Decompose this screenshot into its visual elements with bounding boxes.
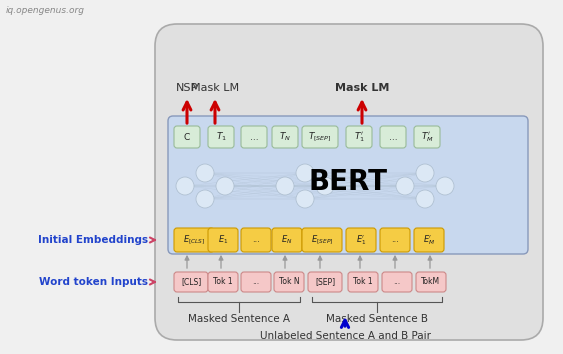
Text: Masked Sentence A: Masked Sentence A	[188, 314, 290, 324]
FancyBboxPatch shape	[274, 272, 304, 292]
Text: $E_N$: $E_N$	[282, 234, 293, 246]
FancyBboxPatch shape	[380, 228, 410, 252]
FancyBboxPatch shape	[174, 126, 200, 148]
FancyBboxPatch shape	[380, 126, 406, 148]
FancyBboxPatch shape	[272, 126, 298, 148]
FancyBboxPatch shape	[208, 228, 238, 252]
Text: Initial Embeddings: Initial Embeddings	[38, 235, 148, 245]
Text: ...: ...	[249, 132, 258, 142]
FancyBboxPatch shape	[302, 228, 342, 252]
FancyBboxPatch shape	[241, 126, 267, 148]
Text: Tok N: Tok N	[279, 278, 300, 286]
Text: Tok 1: Tok 1	[353, 278, 373, 286]
Text: $E_1$: $E_1$	[218, 234, 228, 246]
Text: C: C	[184, 132, 190, 142]
Text: [SEP]: [SEP]	[315, 278, 335, 286]
Text: [CLS]: [CLS]	[181, 278, 201, 286]
Text: NSP: NSP	[176, 83, 198, 93]
FancyBboxPatch shape	[241, 228, 271, 252]
Text: Unlabeled Sentence A and B Pair: Unlabeled Sentence A and B Pair	[260, 331, 431, 341]
Text: Mask LM: Mask LM	[191, 83, 239, 93]
Text: ...: ...	[252, 235, 260, 245]
Text: Masked Sentence B: Masked Sentence B	[326, 314, 428, 324]
FancyBboxPatch shape	[346, 126, 372, 148]
Text: ...: ...	[252, 278, 260, 286]
Circle shape	[396, 177, 414, 195]
Circle shape	[296, 190, 314, 208]
FancyBboxPatch shape	[208, 126, 234, 148]
Circle shape	[196, 190, 214, 208]
Text: ...: ...	[388, 132, 397, 142]
Text: $T_M'$: $T_M'$	[421, 130, 434, 144]
FancyBboxPatch shape	[348, 272, 378, 292]
Circle shape	[196, 164, 214, 182]
Text: iq.opengenus.org: iq.opengenus.org	[6, 6, 85, 15]
FancyBboxPatch shape	[168, 116, 528, 254]
Text: Tok 1: Tok 1	[213, 278, 233, 286]
Text: Word token Inputs: Word token Inputs	[39, 277, 148, 287]
Text: BERT: BERT	[309, 168, 387, 196]
FancyBboxPatch shape	[302, 126, 338, 148]
Circle shape	[436, 177, 454, 195]
FancyBboxPatch shape	[241, 272, 271, 292]
Text: ...: ...	[394, 278, 400, 286]
Circle shape	[296, 164, 314, 182]
Text: $E_{[CLS]}$: $E_{[CLS]}$	[183, 233, 205, 247]
Circle shape	[276, 177, 294, 195]
Text: $T_1'$: $T_1'$	[354, 130, 364, 144]
Text: $E_M'$: $E_M'$	[423, 233, 435, 247]
Text: $E_1'$: $E_1'$	[356, 233, 366, 247]
Text: $T_{[SEP]}$: $T_{[SEP]}$	[308, 130, 332, 144]
FancyBboxPatch shape	[414, 228, 444, 252]
Text: ...: ...	[391, 235, 399, 245]
Text: Mask LM: Mask LM	[335, 83, 389, 93]
FancyBboxPatch shape	[174, 272, 208, 292]
FancyBboxPatch shape	[308, 272, 342, 292]
FancyBboxPatch shape	[208, 272, 238, 292]
FancyBboxPatch shape	[174, 228, 214, 252]
FancyBboxPatch shape	[382, 272, 412, 292]
Text: $T_1$: $T_1$	[216, 131, 226, 143]
Circle shape	[216, 177, 234, 195]
FancyBboxPatch shape	[346, 228, 376, 252]
Circle shape	[416, 164, 434, 182]
Text: $E_{[SEP]}$: $E_{[SEP]}$	[311, 233, 333, 247]
FancyBboxPatch shape	[416, 272, 446, 292]
Circle shape	[176, 177, 194, 195]
FancyBboxPatch shape	[155, 24, 543, 340]
Circle shape	[416, 190, 434, 208]
Circle shape	[316, 177, 334, 195]
Text: TokM: TokM	[422, 278, 441, 286]
FancyBboxPatch shape	[414, 126, 440, 148]
FancyBboxPatch shape	[272, 228, 302, 252]
Text: $T_N$: $T_N$	[279, 131, 291, 143]
